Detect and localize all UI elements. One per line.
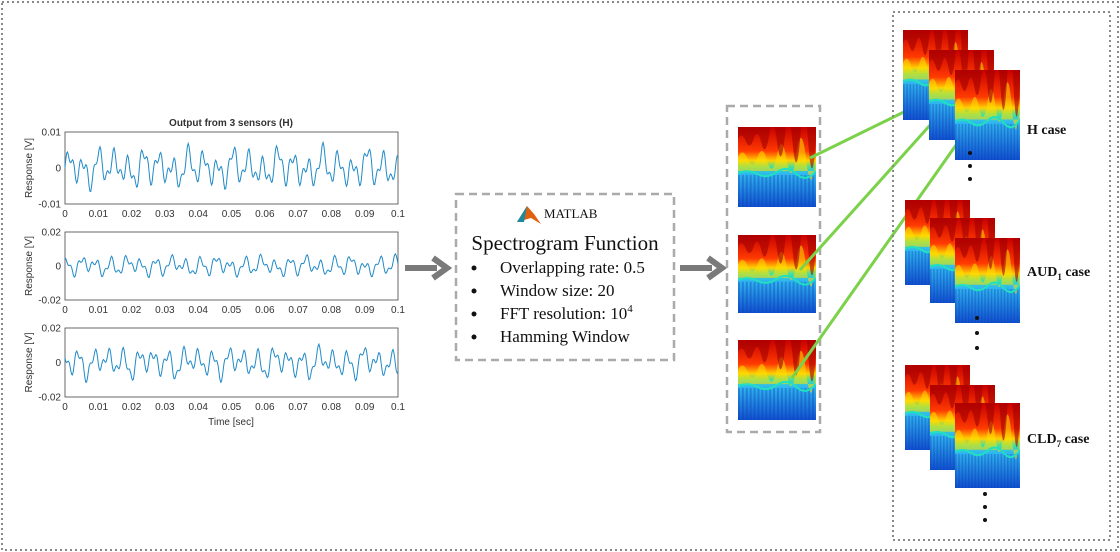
x-tick-label: 0.02 <box>122 209 142 220</box>
x-tick-label: 0 <box>62 209 68 220</box>
bullet-dot <box>472 335 477 340</box>
x-tick-label: 0.09 <box>355 209 375 220</box>
x-tick-label: 0.08 <box>322 305 342 316</box>
x-tick-label: 0.07 <box>288 305 308 316</box>
x-tick-label: 0.1 <box>391 209 405 220</box>
x-tick-label: 0 <box>62 305 68 316</box>
x-tick-label: 0.04 <box>188 402 208 413</box>
x-tick-label: 0.05 <box>222 209 242 220</box>
x-tick-label: 0.06 <box>255 305 275 316</box>
y-tick-label: 0 <box>55 262 61 273</box>
x-tick-label: 0.04 <box>188 305 208 316</box>
diagram: Output from 3 sensors (H) Time [sec] 0.0… <box>0 0 1120 552</box>
x-axis-label: Time [sec] <box>208 417 254 428</box>
case-suffix: case <box>1061 432 1089 447</box>
logo-text: MATLAB <box>544 206 598 221</box>
x-tick-label: 0.05 <box>222 305 242 316</box>
x-tick-label: 0.08 <box>322 209 342 220</box>
case-name: CLD <box>1027 432 1057 447</box>
case-label: AUD1 case <box>1027 265 1090 282</box>
y-tick-label: -0.02 <box>38 296 61 307</box>
x-tick-label: 0.07 <box>288 402 308 413</box>
x-tick-label: 0.09 <box>355 305 375 316</box>
case-suffix: case <box>1038 123 1066 138</box>
bullet-text: Hamming Window <box>500 327 631 346</box>
bullet-main: Overlapping rate: 0.5 <box>500 258 645 277</box>
bullet-text: Window size: 20 <box>500 281 615 300</box>
x-tick-label: 0.04 <box>188 209 208 220</box>
y-tick-label: 0 <box>55 358 61 369</box>
bullet-dot <box>472 289 477 294</box>
spectrogram-column <box>727 106 820 432</box>
x-tick-label: 0.1 <box>391 305 405 316</box>
x-tick-label: 0.09 <box>355 402 375 413</box>
y-tick-label: 0.02 <box>42 228 62 239</box>
x-tick-label: 0.02 <box>122 305 142 316</box>
bullet-main: Window size: 20 <box>500 281 615 300</box>
signal-trace <box>65 344 398 382</box>
bullet-dot <box>472 266 477 271</box>
signal-plots: Output from 3 sensors (H) Time [sec] 0.0… <box>24 118 405 428</box>
y-axis-label: Response [V] <box>24 236 35 296</box>
signal-trace <box>65 254 398 278</box>
x-tick-label: 0.06 <box>255 402 275 413</box>
case-name: H <box>1027 123 1038 138</box>
bullet-main: FFT resolution: 10 <box>500 304 627 323</box>
x-tick-label: 0.03 <box>155 402 175 413</box>
bullet-text: FFT resolution: 104 <box>500 303 633 323</box>
x-tick-label: 0.08 <box>322 402 342 413</box>
x-tick-label: 0.03 <box>155 305 175 316</box>
x-tick-label: 0.03 <box>155 209 175 220</box>
signal-trace <box>65 143 398 192</box>
y-tick-label: 0.02 <box>42 324 62 335</box>
plot-title: Output from 3 sensors (H) <box>169 118 293 129</box>
y-axis-label: Response [V] <box>24 138 35 198</box>
x-tick-label: 0.05 <box>222 402 242 413</box>
bullet-sup: 4 <box>627 303 633 315</box>
axes-box <box>65 132 398 204</box>
x-tick-label: 0.01 <box>89 402 109 413</box>
bullet-text: Overlapping rate: 0.5 <box>500 258 645 277</box>
function-box: MATLAB Spectrogram Function Overlapping … <box>456 194 674 360</box>
case-name: AUD <box>1027 265 1057 280</box>
case-label: H case <box>1027 123 1066 138</box>
x-tick-label: 0.1 <box>391 402 405 413</box>
axes-box <box>65 232 398 300</box>
x-tick-label: 0.01 <box>89 209 109 220</box>
axes-box <box>65 328 398 397</box>
y-tick-label: 0.01 <box>42 128 62 139</box>
bullet-dot <box>472 312 477 317</box>
x-tick-label: 0.06 <box>255 209 275 220</box>
x-tick-label: 0.01 <box>89 305 109 316</box>
y-axis-label: Response [V] <box>24 332 35 392</box>
y-tick-label: -0.02 <box>38 393 61 404</box>
case-label: CLD7 case <box>1027 432 1089 449</box>
x-tick-label: 0 <box>62 402 68 413</box>
bullet-main: Hamming Window <box>500 327 631 346</box>
y-tick-label: -0.01 <box>38 200 61 211</box>
x-tick-label: 0.02 <box>122 402 142 413</box>
x-tick-label: 0.07 <box>288 209 308 220</box>
box-title: Spectrogram Function <box>471 231 659 255</box>
y-tick-label: 0 <box>55 164 61 175</box>
case-suffix: case <box>1062 265 1090 280</box>
